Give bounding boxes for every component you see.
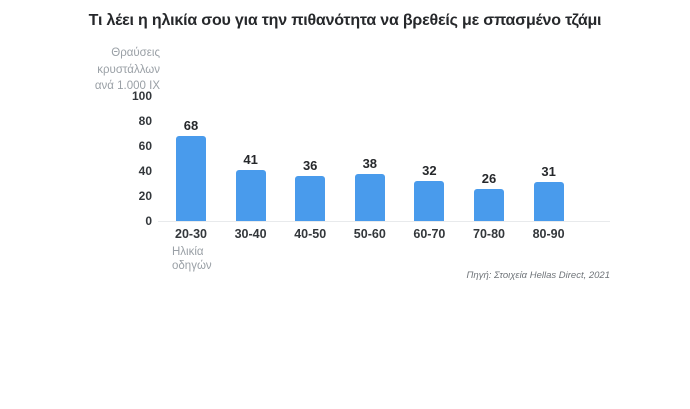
category-label: 60-70 bbox=[413, 227, 446, 241]
bar bbox=[295, 176, 326, 221]
bar-value-label: 26 bbox=[481, 170, 497, 186]
y-axis-unit-line: κρυστάλλων bbox=[97, 63, 160, 76]
bar bbox=[235, 169, 266, 221]
bar-column: 41 bbox=[221, 152, 281, 221]
category-label: 20-30 bbox=[175, 227, 207, 241]
category-label: 50-60 bbox=[353, 227, 386, 241]
y-axis-ticks: 100 80 60 40 20 0 bbox=[108, 89, 152, 228]
bar-column: 31 bbox=[519, 164, 579, 221]
category-label: 70-80 bbox=[473, 227, 505, 241]
category-label: 30-40 bbox=[234, 227, 267, 241]
category-label: 80-90 bbox=[532, 227, 565, 241]
bar-column: 36 bbox=[280, 158, 340, 221]
bar bbox=[354, 173, 385, 221]
y-tick-label: 40 bbox=[138, 164, 152, 178]
bar-column: 26 bbox=[459, 170, 519, 221]
y-axis-unit-line: Θραύσεις bbox=[111, 47, 160, 59]
bar bbox=[533, 182, 564, 221]
x-axis-note-line: οδηγών bbox=[172, 259, 212, 272]
category-labels: 20-30 30-40 40-50 50-60 60-70 70-80 80-90 bbox=[158, 227, 610, 245]
y-tick-label: 60 bbox=[138, 139, 152, 153]
x-axis-note-line: Ηλικία bbox=[172, 246, 204, 258]
y-tick-label: 20 bbox=[138, 189, 152, 203]
y-axis-unit-label: Θραύσεις κρυστάλλων ανά 1.000 ΙΧ bbox=[40, 45, 160, 95]
bar-column: 68 bbox=[161, 118, 221, 221]
y-tick-label: 100 bbox=[131, 89, 152, 103]
bar-value-label: 68 bbox=[183, 118, 199, 133]
bar bbox=[414, 181, 445, 221]
y-axis-unit-line: ανά 1.000 ΙΧ bbox=[94, 80, 160, 92]
bar-value-label: 38 bbox=[362, 155, 378, 171]
plot-area: 68 41 36 38 32 26 31 bbox=[158, 96, 610, 222]
bar-value-label: 36 bbox=[302, 158, 318, 173]
source-note: Πηγή: Στοιχεία Hellas Direct, 2021 bbox=[466, 270, 610, 281]
y-tick-label: 80 bbox=[138, 114, 152, 128]
category-label: 40-50 bbox=[294, 227, 327, 241]
bar-value-label: 41 bbox=[243, 151, 258, 167]
bar bbox=[176, 136, 206, 221]
bar-value-label: 32 bbox=[422, 163, 437, 178]
bar-column: 32 bbox=[399, 163, 459, 221]
chart-title: Τι λέει η ηλικία σου για την πιθανότητα … bbox=[88, 12, 602, 29]
x-axis-note: Ηλικία οδηγών bbox=[172, 246, 212, 273]
bar bbox=[474, 188, 504, 221]
bar-column: 38 bbox=[340, 155, 400, 221]
y-tick-label: 0 bbox=[145, 214, 152, 228]
bar-value-label: 31 bbox=[541, 164, 556, 180]
